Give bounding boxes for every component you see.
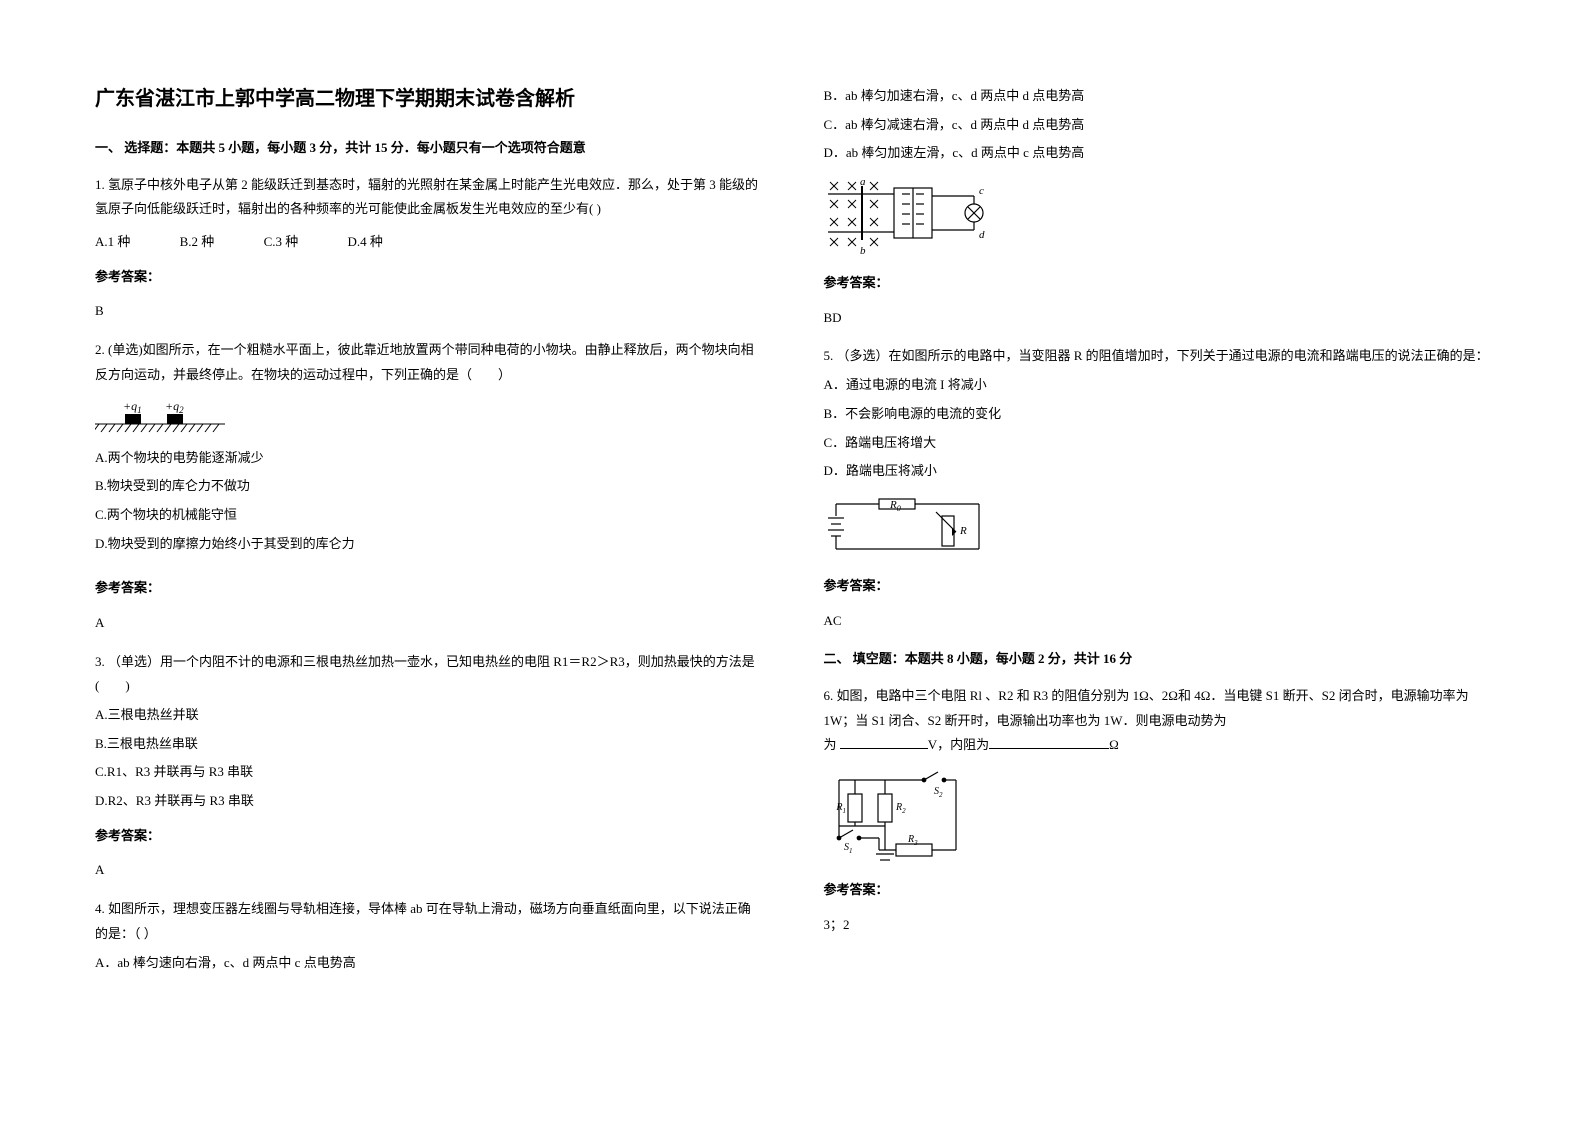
question-6: 6. 如图，电路中三个电阻 Rl 、R2 和 R3 的阻值分别为 1Ω、2Ω和 … xyxy=(824,684,1493,937)
answer-label: 参考答案： xyxy=(824,271,1493,296)
q2-block2 xyxy=(167,414,183,424)
q4-transformer-icon xyxy=(894,188,932,238)
right-column: B．ab 棒匀加速右滑，c、d 两点中 d 点电势高 C．ab 棒匀减速右滑，c… xyxy=(824,80,1493,1042)
q4-transformer-diagram: a b xyxy=(824,176,1024,261)
q6-label-S1: S1 xyxy=(844,842,853,855)
q3-opt-d: D.R2、R3 并联再与 R3 串联 xyxy=(95,789,764,814)
left-column: 广东省湛江市上郭中学高二物理下学期期末试卷含解析 一、 选择题：本题共 5 小题… xyxy=(95,80,764,1042)
q2-opt-d: D.物块受到的摩擦力始终小于其受到的库仑力 xyxy=(95,532,764,557)
q1-opt-c: C.3 种 xyxy=(264,230,299,255)
q6-text3: Ω xyxy=(1109,737,1119,752)
q3-opt-a: A.三根电热丝并联 xyxy=(95,703,764,728)
q5-text: 5. （多选）在如图所示的电路中，当变阻器 R 的阻值增加时，下列关于通过电源的… xyxy=(824,344,1493,369)
question-3: 3. （单选）用一个内阻不计的电源和三根电热丝加热一壶水，已知电热丝的电阻 R1… xyxy=(95,650,764,884)
q5-label-R: R xyxy=(959,525,967,537)
q1-answer: B xyxy=(95,299,764,324)
section2-head: 二、 填空题：本题共 8 小题，每小题 2 分，共计 16 分 xyxy=(824,647,1493,672)
q2-charge2-label: +q2 xyxy=(165,399,184,415)
q3-text: 3. （单选）用一个内阻不计的电源和三根电热丝加热一壶水，已知电热丝的电阻 R1… xyxy=(95,650,764,699)
answer-label: 参考答案： xyxy=(95,265,764,290)
q3-opt-b: B.三根电热丝串联 xyxy=(95,732,764,757)
q6-circuit-diagram: R1 R2 R3 S1 S2 xyxy=(824,768,984,868)
answer-label: 参考答案： xyxy=(824,574,1493,599)
page-title: 广东省湛江市上郭中学高二物理下学期期末试卷含解析 xyxy=(95,80,764,118)
q5-opt-c: C．路端电压将增大 xyxy=(824,431,1493,456)
question-5: 5. （多选）在如图所示的电路中，当变阻器 R 的阻值增加时，下列关于通过电源的… xyxy=(824,344,1493,633)
question-4-part2: B．ab 棒匀加速右滑，c、d 两点中 d 点电势高 C．ab 棒匀减速右滑，c… xyxy=(824,84,1493,330)
q2-block1 xyxy=(125,414,141,424)
q2-opt-c: C.两个物块的机械能守恒 xyxy=(95,503,764,528)
q5-opt-b: B．不会影响电源的电流的变化 xyxy=(824,402,1493,427)
q4-label-c: c xyxy=(979,185,984,197)
q6-text1: 6. 如图，电路中三个电阻 Rl 、R2 和 R3 的阻值分别为 1Ω、2Ω和 … xyxy=(824,688,1469,728)
q4-rails xyxy=(828,186,894,240)
q1-options: A.1 种 B.2 种 C.3 种 D.4 种 xyxy=(95,230,764,255)
q1-opt-b: B.2 种 xyxy=(180,230,215,255)
q5-answer: AC xyxy=(824,609,1493,634)
q4-answer: BD xyxy=(824,306,1493,331)
answer-label: 参考答案： xyxy=(95,824,764,849)
q1-opt-d: D.4 种 xyxy=(347,230,382,255)
q6-text2: V，内阻为 xyxy=(928,737,989,752)
q2-answer: A xyxy=(95,611,764,636)
q5-circuit-icon xyxy=(828,499,979,549)
answer-label: 参考答案： xyxy=(824,878,1493,903)
q2-ground-hatch xyxy=(95,424,225,432)
q5-circuit-diagram: E r R0 R xyxy=(824,494,1004,564)
q2-opt-a: A.两个物块的电势能逐渐减少 xyxy=(95,446,764,471)
q4-figure: a b xyxy=(824,176,1493,261)
question-1: 1. 氢原子中核外电子从第 2 能级跃迁到基态时，辐射的光照射在某金属上时能产生… xyxy=(95,173,764,324)
q2-opt-b: B.物块受到的库仑力不做功 xyxy=(95,474,764,499)
q5-label-r: r xyxy=(824,529,825,541)
q2-blocks-diagram: +q1 +q2 xyxy=(95,398,235,436)
q4-output xyxy=(932,196,983,230)
answer-label: 参考答案： xyxy=(95,576,764,601)
question-4-part1: 4. 如图所示，理想变压器左线圈与导轨相连接，导体棒 ab 可在导轨上滑动，磁场… xyxy=(95,897,764,975)
q1-opt-a: A.1 种 xyxy=(95,230,130,255)
q1-text: 1. 氢原子中核外电子从第 2 能级跃迁到基态时，辐射的光照射在某金属上时能产生… xyxy=(95,173,764,222)
q6-label-R1: R1 xyxy=(835,802,846,815)
q5-opt-a: A．通过电源的电流 I 将减小 xyxy=(824,373,1493,398)
q4-opt-c: C．ab 棒匀减速右滑，c、d 两点中 d 点电势高 xyxy=(824,113,1493,138)
q6-blank2 xyxy=(989,736,1109,749)
q4-label-b: b xyxy=(860,245,866,257)
q2-charge1-label: +q1 xyxy=(123,399,142,415)
q6-answer: 3；2 xyxy=(824,913,1493,938)
q4-opt-a: A．ab 棒匀速向右滑，c、d 两点中 c 点电势高 xyxy=(95,951,764,976)
q6-text: 6. 如图，电路中三个电阻 Rl 、R2 和 R3 的阻值分别为 1Ω、2Ω和 … xyxy=(824,684,1493,733)
q5-opt-d: D．路端电压将减小 xyxy=(824,459,1493,484)
question-2: 2. (单选)如图所示，在一个粗糙水平面上，彼此靠近地放置两个带同种电荷的小物块… xyxy=(95,338,764,636)
q2-text: 2. (单选)如图所示，在一个粗糙水平面上，彼此靠近地放置两个带同种电荷的小物块… xyxy=(95,338,764,387)
q4-bfield-icon xyxy=(830,182,878,246)
q4-label-a: a xyxy=(860,176,866,188)
q4-opt-d: D．ab 棒匀加速左滑，c、d 两点中 c 点电势高 xyxy=(824,141,1493,166)
q3-answer: A xyxy=(95,858,764,883)
q3-opt-c: C.R1、R3 并联再与 R3 串联 xyxy=(95,760,764,785)
q2-figure: +q1 +q2 xyxy=(95,398,764,436)
q5-figure: E r R0 R xyxy=(824,494,1493,564)
q6-blanks-line: 为 V，内阻为Ω xyxy=(824,733,1493,758)
q4-opt-b: B．ab 棒匀加速右滑，c、d 两点中 d 点电势高 xyxy=(824,84,1493,109)
q4-text: 4. 如图所示，理想变压器左线圈与导轨相连接，导体棒 ab 可在导轨上滑动，磁场… xyxy=(95,897,764,946)
q6-label-R2: R2 xyxy=(895,802,906,815)
q4-label-d: d xyxy=(979,229,985,241)
q6-figure: R1 R2 R3 S1 S2 xyxy=(824,768,1493,868)
q6-blank1 xyxy=(840,736,928,749)
q6-label-S2: S2 xyxy=(934,786,943,799)
section1-head: 一、 选择题：本题共 5 小题，每小题 3 分，共计 15 分．每小题只有一个选… xyxy=(95,136,764,161)
